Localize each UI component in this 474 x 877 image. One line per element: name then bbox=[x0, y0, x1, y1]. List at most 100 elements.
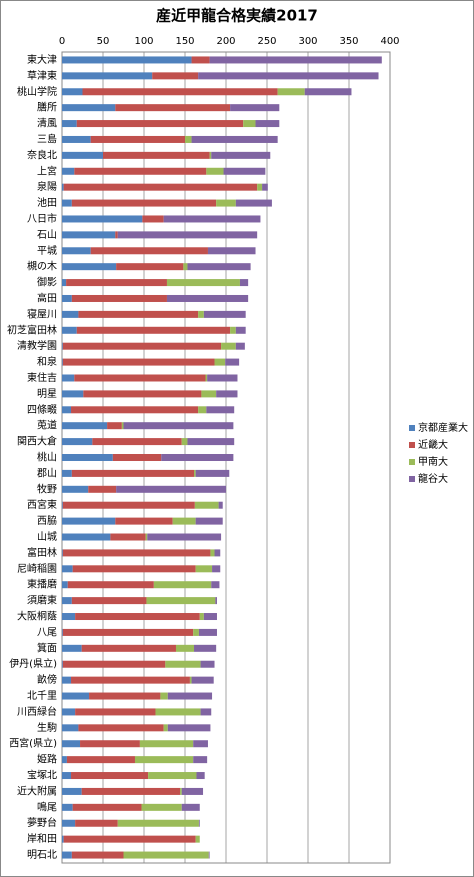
bar-segment bbox=[223, 167, 266, 175]
bar-segment bbox=[230, 104, 280, 112]
bar-segment bbox=[78, 724, 164, 732]
bar-segment bbox=[107, 422, 122, 430]
y-tick-label: 高田 bbox=[37, 291, 57, 304]
bar-segment bbox=[76, 326, 231, 334]
bar-segment bbox=[63, 835, 196, 843]
bar-segment bbox=[225, 358, 240, 366]
y-tick-label: 四條畷 bbox=[27, 403, 57, 416]
bar-segment bbox=[62, 501, 63, 509]
bar-segment bbox=[62, 342, 63, 350]
bar-segment bbox=[71, 199, 217, 207]
y-tick-label: 三島 bbox=[37, 132, 57, 145]
bar-segment bbox=[243, 120, 256, 128]
bar-segment bbox=[62, 454, 113, 461]
bar-segment bbox=[277, 88, 305, 96]
bar-segment bbox=[194, 501, 219, 509]
bar-segment bbox=[62, 406, 72, 414]
y-tick-label: 莵道 bbox=[37, 419, 57, 432]
bar-segment bbox=[62, 613, 76, 621]
y-tick-label: 郡山 bbox=[37, 467, 57, 479]
bar-segment bbox=[62, 231, 116, 239]
y-tick-label: 西宮(県立) bbox=[9, 737, 57, 750]
bar-segment bbox=[62, 660, 63, 668]
bar-segment bbox=[215, 597, 217, 605]
y-tick-label: 川西緑台 bbox=[17, 705, 57, 718]
bar-segment bbox=[193, 628, 199, 636]
y-tick-label: 関西大倉 bbox=[17, 435, 57, 448]
bar-segment bbox=[142, 215, 164, 223]
bar-segment bbox=[146, 597, 216, 605]
bar-segment bbox=[72, 803, 142, 811]
x-tick-label: 0 bbox=[59, 36, 65, 47]
bar-segment bbox=[152, 72, 199, 80]
bar-segment bbox=[62, 247, 91, 255]
bar-segment bbox=[62, 374, 75, 382]
y-tick-label: 尼崎稲園 bbox=[17, 562, 57, 575]
bar-segment bbox=[155, 708, 201, 716]
bar-segment bbox=[62, 199, 72, 207]
y-tick-label: 北千里 bbox=[27, 690, 57, 702]
bar-segment bbox=[235, 342, 245, 350]
bar-segment bbox=[209, 56, 382, 64]
bar-segment bbox=[239, 279, 249, 287]
bar-segment bbox=[221, 342, 236, 350]
bar-segment bbox=[71, 469, 195, 477]
bar-segment bbox=[304, 88, 352, 96]
x-tick-label: 250 bbox=[257, 36, 276, 47]
bar-segment bbox=[191, 676, 214, 684]
bar-segment bbox=[181, 803, 200, 811]
bar-segment bbox=[214, 549, 221, 557]
bar-segment bbox=[71, 772, 149, 780]
y-tick-label: 草津東 bbox=[27, 69, 57, 82]
bar-segment bbox=[66, 279, 167, 287]
bar-segment bbox=[212, 565, 221, 573]
bar-segment bbox=[194, 469, 196, 477]
bar-segment bbox=[62, 581, 68, 589]
y-tick-label: 泉陽 bbox=[37, 180, 57, 193]
bar-segment bbox=[67, 581, 154, 589]
bar-segment bbox=[81, 644, 176, 652]
bar-segment bbox=[167, 692, 213, 700]
bar-segment bbox=[116, 263, 184, 271]
y-tick-label: 明石北 bbox=[27, 849, 57, 861]
bar-segment bbox=[62, 390, 84, 398]
bar-segment bbox=[66, 756, 135, 764]
bar-segment bbox=[235, 199, 272, 207]
bar-segment bbox=[82, 88, 278, 96]
bar-segment bbox=[195, 469, 230, 477]
y-tick-label: 桃山学院 bbox=[17, 85, 57, 98]
bar-segment bbox=[112, 454, 162, 461]
y-tick-label: 鳴尾 bbox=[37, 800, 57, 813]
bar-segment bbox=[71, 597, 147, 605]
bar-segment bbox=[62, 549, 63, 557]
bar-segment bbox=[78, 310, 199, 318]
bar-segment bbox=[191, 135, 278, 143]
bar-segment bbox=[123, 851, 209, 859]
bar-segment bbox=[89, 692, 161, 700]
bar-segment bbox=[262, 183, 268, 191]
bar-segment bbox=[181, 787, 204, 795]
bar-segment bbox=[62, 628, 194, 636]
y-tick-label: 石山 bbox=[37, 229, 57, 241]
bar-segment bbox=[62, 644, 82, 652]
chart-title: 産近甲龍合格実績2017 bbox=[156, 7, 318, 25]
bar-segment bbox=[62, 485, 89, 493]
y-tick-label: 箕面 bbox=[37, 641, 57, 654]
bar-segment bbox=[208, 851, 210, 859]
bar-segment bbox=[181, 438, 188, 446]
bar-segment bbox=[257, 183, 263, 191]
bar-segment bbox=[117, 231, 258, 239]
legend-label: 甲南大 bbox=[418, 455, 448, 468]
y-tick-label: 八尾 bbox=[37, 626, 57, 638]
bar-segment bbox=[191, 56, 210, 64]
bar-segment bbox=[62, 310, 79, 318]
bar-segment bbox=[62, 56, 192, 64]
bar-segment bbox=[160, 692, 168, 700]
bar-segment bbox=[201, 390, 217, 398]
bar-segment bbox=[145, 533, 148, 541]
bar-segment bbox=[194, 644, 217, 652]
y-tick-label: 東住吉 bbox=[27, 371, 57, 384]
bar-segment bbox=[62, 422, 108, 430]
